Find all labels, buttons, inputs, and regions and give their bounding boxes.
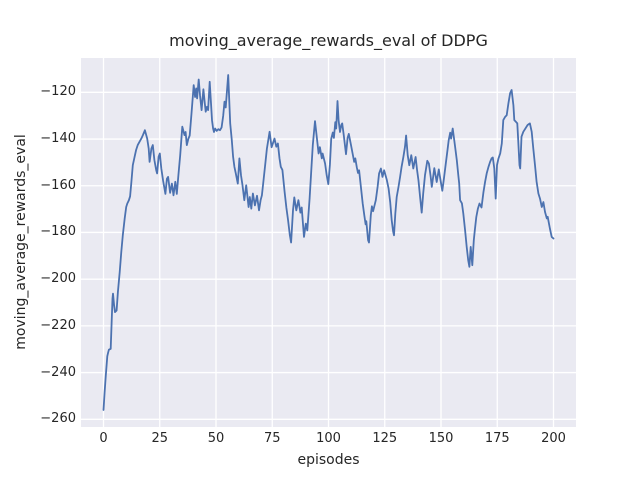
y-tick-label: −240 — [40, 364, 76, 380]
x-axis-label: episodes — [297, 452, 360, 468]
x-tick-label: 150 — [428, 431, 454, 446]
x-tick-label: 50 — [207, 431, 225, 446]
y-tick-label: −260 — [40, 411, 76, 427]
y-tick-label: −120 — [40, 84, 76, 100]
x-tick-label: 75 — [263, 431, 281, 446]
y-axis-label: moving_average_rewards_eval — [13, 134, 29, 350]
y-tick-label: −200 — [40, 271, 76, 287]
x-tick-label: 100 — [316, 431, 341, 446]
x-tick-label: 175 — [484, 431, 510, 446]
plot-title: moving_average_rewards_eval of DDPG — [169, 31, 488, 50]
x-tick-label: 25 — [151, 431, 169, 446]
x-tick-label: 200 — [541, 431, 566, 446]
y-tick-label: −160 — [40, 177, 76, 193]
y-tick-label: −140 — [40, 131, 76, 147]
y-tick-label: −180 — [40, 224, 76, 240]
reward-line — [102, 74, 555, 411]
x-tick-label: 0 — [99, 431, 108, 446]
x-tick-label: 125 — [372, 431, 398, 446]
y-tick-label: −220 — [40, 317, 76, 333]
